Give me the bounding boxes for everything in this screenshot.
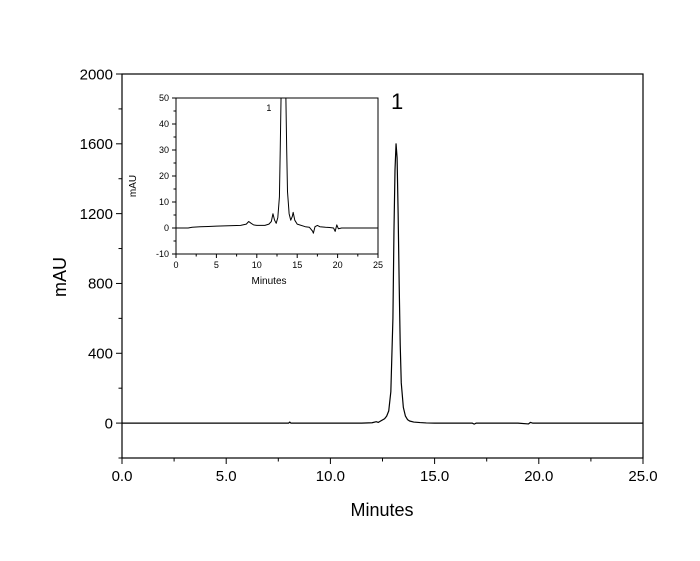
main-y-tick-label: 0 (105, 415, 113, 432)
main-x-axis-title: Minutes (350, 500, 413, 520)
main-y-axis-title: mAU (50, 257, 70, 297)
main-y-tick-label: 400 (88, 346, 113, 363)
inset-chart: 0 5 10 15 20 25 -10 0 10 20 30 40 50 1 Minutes mAU (128, 93, 383, 287)
main-y-tick-label: 2000 (80, 66, 113, 83)
inset-y-axis-title: mAU (128, 175, 139, 197)
main-series-line (122, 143, 643, 425)
inset-y-tick-label: -10 (156, 249, 169, 259)
main-x-tick-label: 20.0 (524, 468, 553, 485)
inset-y-tick-label: 40 (159, 119, 169, 129)
inset-peak-label: 1 (266, 103, 271, 113)
main-x-tick-label: 15.0 (420, 468, 449, 485)
inset-x-tick-label: 25 (373, 260, 383, 270)
inset-y-tick-label: 10 (159, 197, 169, 207)
main-y-tick-label: 800 (88, 276, 113, 293)
main-x-tick-label: 5.0 (216, 468, 237, 485)
inset-y-tick-label: 30 (159, 145, 169, 155)
main-peak-label: 1 (391, 89, 403, 114)
inset-y-tick-label: 20 (159, 171, 169, 181)
main-y-tick-label: 1600 (80, 136, 113, 153)
inset-x-tick-label: 5 (214, 260, 219, 270)
inset-plot-frame (175, 97, 379, 255)
main-x-tick-label: 25.0 (628, 468, 657, 485)
inset-x-axis-title: Minutes (251, 276, 286, 287)
main-x-tick-label: 10.0 (316, 468, 345, 485)
inset-x-tick-label: 0 (173, 260, 178, 270)
main-chart: 0.0 5.0 10.0 15.0 20.0 25.0040080012001600200… (50, 66, 658, 520)
inset-x-tick-label: 15 (292, 260, 302, 270)
inset-x-tick-label: 20 (333, 260, 343, 270)
inset-y-tick-label: 50 (159, 93, 169, 103)
inset-series-line (176, 97, 378, 234)
main-x-tick-label: 0.0 (112, 468, 133, 485)
inset-x-tick-label: 10 (252, 260, 262, 270)
main-y-tick-label: 1200 (80, 206, 113, 223)
inset-y-tick-label: 0 (164, 223, 169, 233)
